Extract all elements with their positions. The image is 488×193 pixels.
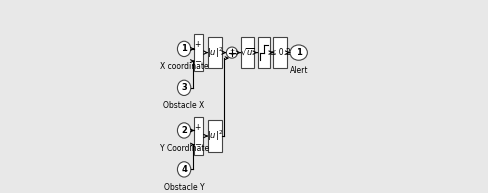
FancyBboxPatch shape bbox=[258, 37, 270, 68]
Text: X coordinate: X coordinate bbox=[160, 62, 208, 71]
Text: $\sqrt{u}$: $\sqrt{u}$ bbox=[240, 47, 255, 58]
FancyBboxPatch shape bbox=[241, 37, 254, 68]
Text: $|u|^2$: $|u|^2$ bbox=[207, 45, 223, 60]
Text: Obstacle Y: Obstacle Y bbox=[164, 183, 204, 192]
Text: −: − bbox=[194, 57, 202, 66]
Ellipse shape bbox=[290, 45, 307, 60]
FancyBboxPatch shape bbox=[208, 120, 222, 152]
FancyBboxPatch shape bbox=[273, 37, 287, 68]
Text: Y Coordinate: Y Coordinate bbox=[160, 144, 209, 153]
Text: +: + bbox=[195, 40, 201, 49]
Text: ≤ 0.2: ≤ 0.2 bbox=[270, 48, 290, 57]
Text: +: + bbox=[195, 123, 201, 132]
Text: +: + bbox=[229, 52, 235, 57]
FancyBboxPatch shape bbox=[195, 34, 203, 71]
FancyBboxPatch shape bbox=[208, 37, 222, 68]
Ellipse shape bbox=[178, 123, 191, 138]
Circle shape bbox=[226, 47, 238, 58]
Text: 4: 4 bbox=[181, 165, 187, 174]
Text: 2: 2 bbox=[181, 126, 187, 135]
Ellipse shape bbox=[178, 80, 191, 96]
Text: 3: 3 bbox=[181, 83, 187, 92]
FancyBboxPatch shape bbox=[195, 118, 203, 155]
Text: Obstacle X: Obstacle X bbox=[163, 101, 205, 110]
Text: −: − bbox=[194, 140, 202, 149]
Text: $|u|^2$: $|u|^2$ bbox=[207, 129, 223, 143]
Text: 1: 1 bbox=[181, 44, 187, 53]
Text: +: + bbox=[229, 48, 234, 53]
Ellipse shape bbox=[178, 41, 191, 57]
Text: Alert: Alert bbox=[289, 66, 308, 75]
Text: 1: 1 bbox=[296, 48, 302, 57]
Ellipse shape bbox=[178, 162, 191, 177]
